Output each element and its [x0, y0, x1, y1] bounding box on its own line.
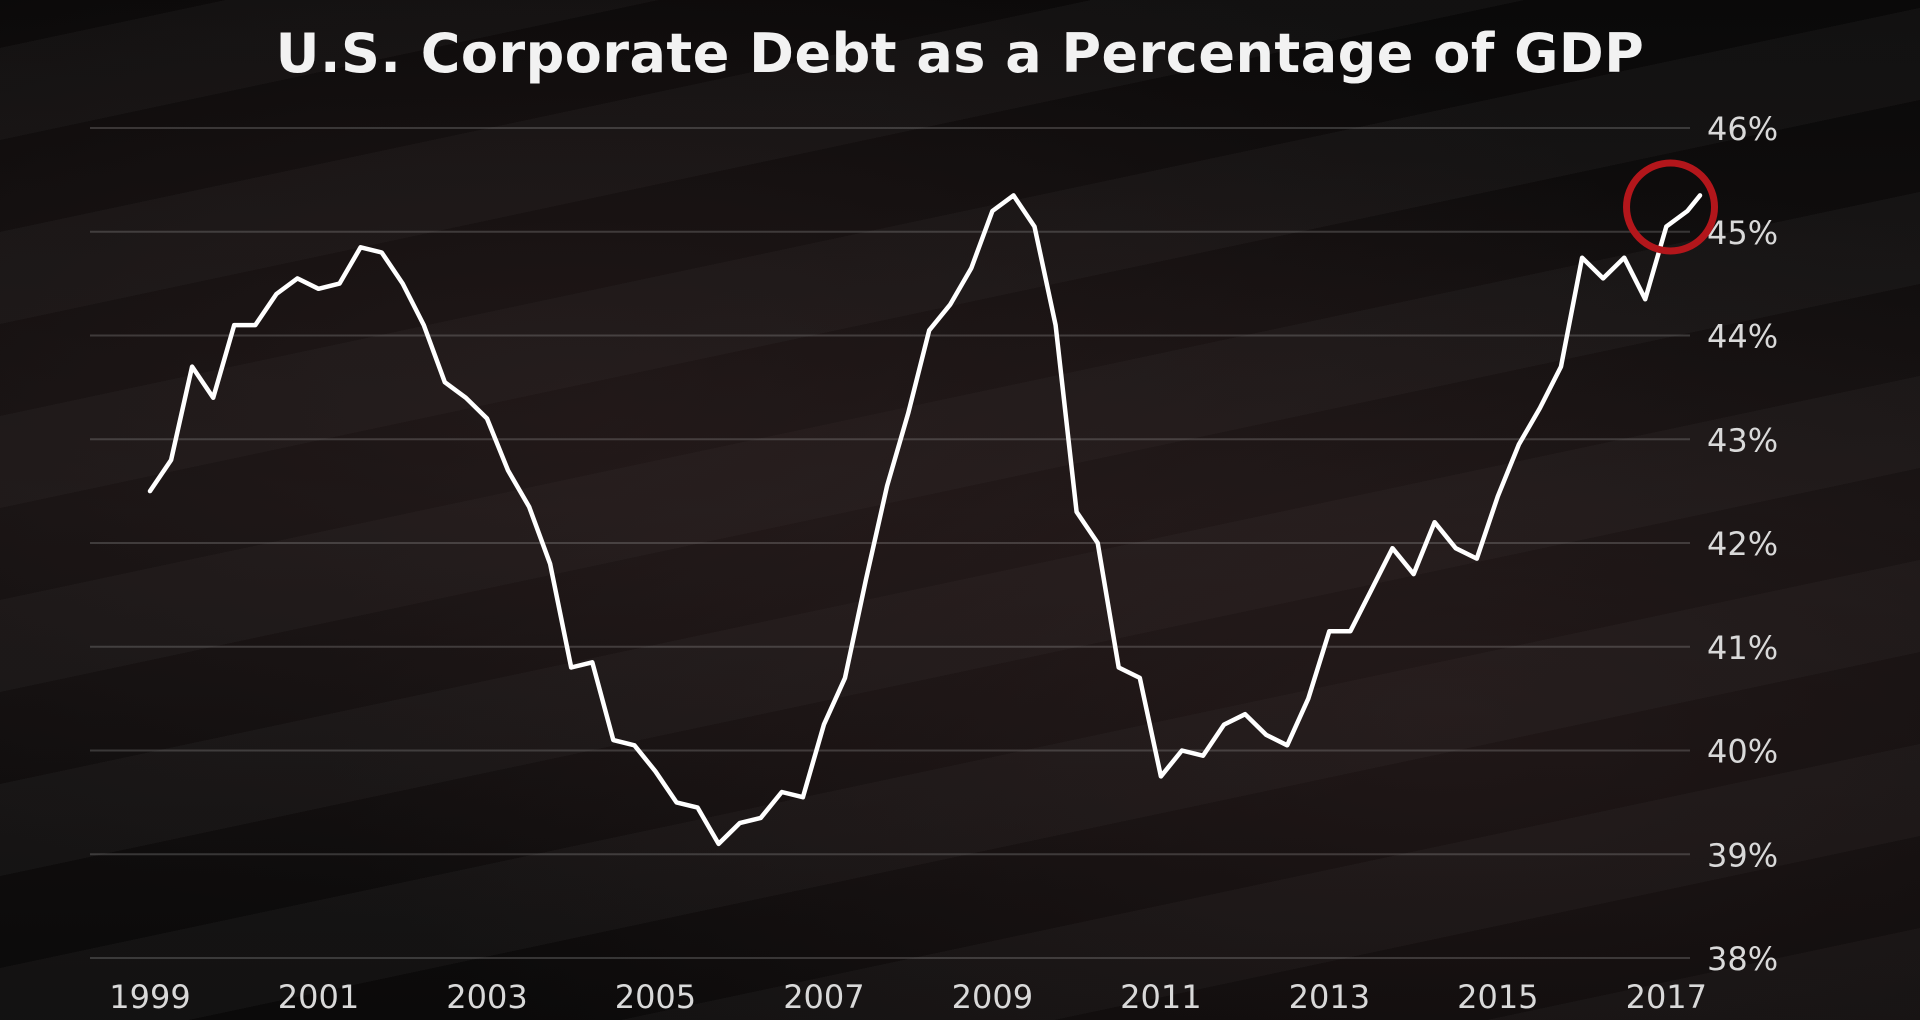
y-tick-label: 38%: [1707, 940, 1778, 978]
x-tick-label: 2013: [1289, 978, 1370, 1016]
y-tick-label: 43%: [1707, 421, 1778, 459]
highlight-circle: [1623, 159, 1719, 255]
y-tick-label: 41%: [1707, 629, 1778, 667]
x-axis-tick-labels: 1999 2001 2003 2005 2007 2009 2011 2013 2015 2017: [109, 978, 1707, 1016]
x-tick-label: 2003: [446, 978, 527, 1016]
x-tick-label: 2007: [783, 978, 864, 1016]
y-tick-label: 40%: [1707, 733, 1778, 771]
y-tick-label: 39%: [1707, 836, 1778, 874]
gridlines: [90, 127, 1690, 959]
x-tick-label: 2005: [615, 978, 696, 1016]
x-tick-label: 2001: [278, 978, 359, 1016]
y-tick-label: 42%: [1707, 525, 1778, 563]
series-line: [147, 193, 1703, 847]
chart-title: U.S. Corporate Debt as a Percentage of G…: [275, 22, 1645, 85]
x-tick-label: 2015: [1457, 978, 1538, 1016]
x-tick-label: 2009: [952, 978, 1033, 1016]
x-tick-label: 2011: [1120, 978, 1201, 1016]
x-tick-label: 2017: [1626, 978, 1707, 1016]
y-axis-tick-labels: 38% 39% 40% 41% 42% 43% 44% 45% 46%: [1707, 110, 1778, 978]
y-tick-label: 44%: [1707, 318, 1778, 356]
x-tick-label: 1999: [109, 978, 190, 1016]
y-tick-label: 46%: [1707, 110, 1778, 148]
y-tick-label: 45%: [1707, 214, 1778, 252]
